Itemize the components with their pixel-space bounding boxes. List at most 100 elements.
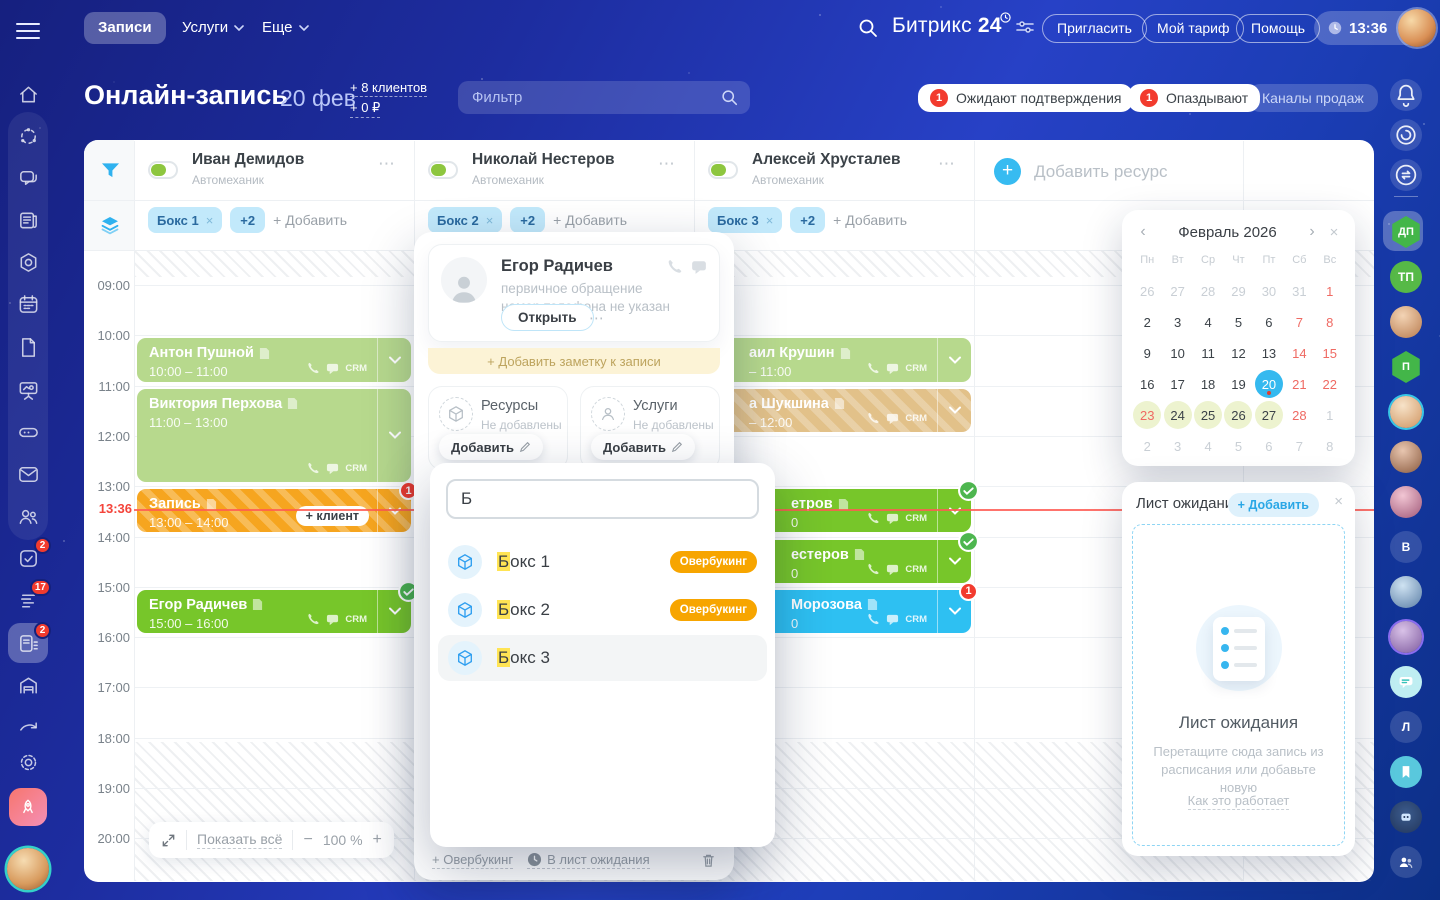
sidebar-item-news[interactable] [14, 206, 42, 234]
calendar-day[interactable]: 4 [1194, 432, 1222, 460]
add-service-button[interactable]: Добавить [591, 434, 695, 460]
calendar-day[interactable]: 4 [1194, 308, 1222, 336]
calendar-day[interactable]: 22 [1316, 370, 1344, 398]
calendar-day[interactable]: 8 [1316, 308, 1344, 336]
tab-services[interactable]: Услуги [168, 12, 258, 44]
calendar-day[interactable]: 26 [1133, 277, 1161, 305]
calendar-day[interactable]: 7 [1285, 308, 1313, 336]
calendar-day[interactable]: 3 [1164, 308, 1192, 336]
calendar-day[interactable]: 18 [1194, 370, 1222, 398]
sidebar-item-chat[interactable] [14, 164, 42, 192]
box-chip[interactable]: Бокс 3 × [708, 207, 782, 233]
calendar-day[interactable]: 19 [1224, 370, 1252, 398]
revenue-link[interactable]: + 0 ₽ [350, 100, 380, 118]
calendar-day[interactable]: 13 [1255, 339, 1283, 367]
client-card[interactable]: Егор Радичев первичное обращение номер т… [428, 244, 720, 342]
appointment-card[interactable]: а Шукшина – 12:00 CRM [697, 389, 971, 432]
more-chips-chip[interactable]: +2 [790, 207, 825, 233]
sidebar-item-people[interactable] [14, 502, 42, 530]
sidebar-item-orbit[interactable] [14, 122, 42, 150]
waiting-list-dropzone[interactable]: Лист ожидания Перетащите сюда запись из … [1132, 524, 1345, 846]
add-box-button[interactable]: + Добавить [273, 212, 347, 228]
calendar-day[interactable]: 2 [1133, 308, 1161, 336]
appointment-card[interactable]: Егор Радичев 15:00 – 16:00 CRM [137, 590, 411, 633]
calendar-day[interactable]: 30 [1255, 277, 1283, 305]
calendar-day[interactable]: 5 [1224, 432, 1252, 460]
late-badge[interactable]: 1 Опаздывают [1128, 84, 1260, 112]
calendar-day[interactable]: 7 [1285, 432, 1313, 460]
calendar-day[interactable]: 10 [1164, 339, 1192, 367]
chat-icon[interactable] [691, 259, 707, 275]
prev-month-button[interactable]: ‹ [1132, 223, 1154, 241]
menu-icon[interactable] [16, 18, 40, 36]
box-chip[interactable]: Бокс 2 × [428, 207, 502, 233]
next-month-button[interactable]: › [1301, 223, 1323, 241]
my-plan-button[interactable]: Мой тариф [1142, 14, 1244, 43]
calendar-day[interactable]: 2 [1133, 432, 1161, 460]
calendar-day[interactable]: 9 [1133, 339, 1161, 367]
user-avatar[interactable] [1398, 9, 1436, 47]
contact-avatar[interactable] [1389, 485, 1423, 519]
sidebar-item-gear[interactable] [14, 748, 42, 776]
calendar-day[interactable]: 16 [1133, 370, 1161, 398]
calendar-day[interactable]: 1 [1316, 401, 1344, 429]
calendar-day[interactable]: 5 [1224, 308, 1252, 336]
calendar-day[interactable]: 31 [1285, 277, 1313, 305]
appointment-expand-button[interactable] [937, 389, 971, 432]
resource-toggle[interactable] [708, 161, 738, 179]
close-icon[interactable]: × [1334, 493, 1343, 510]
sidebar-item-booking[interactable]: 2 [14, 629, 42, 657]
contact-avatar[interactable] [1389, 305, 1423, 339]
group-badge-tp[interactable]: ТП [1389, 260, 1423, 294]
group-badge-dp[interactable]: ДП [1389, 215, 1423, 249]
contact-badge-v[interactable]: В [1389, 530, 1423, 564]
zoom-in-button[interactable]: + [373, 831, 382, 849]
calendar-day[interactable]: 28 [1194, 277, 1222, 305]
contact-avatar[interactable] [1389, 395, 1423, 429]
sidebar-item-swoosh[interactable] [14, 713, 42, 741]
sync-chat-icon[interactable] [1389, 158, 1423, 192]
column-menu-icon[interactable]: ⋯ [658, 154, 676, 174]
resource-option[interactable]: Бокс 3 [438, 635, 767, 681]
calendar-day[interactable]: 24 [1164, 401, 1192, 429]
resource-option[interactable]: Бокс 2 Овербукинг [438, 587, 767, 633]
invite-button[interactable]: Пригласить [1042, 14, 1147, 43]
appointment-card[interactable]: аил Крушин – 11:00 CRM [697, 338, 971, 381]
sidebar-item-lines[interactable]: 17 [14, 586, 42, 614]
bookmark-icon[interactable] [1389, 755, 1423, 789]
column-menu-icon[interactable]: ⋯ [378, 154, 396, 174]
to-waitlist-button[interactable]: В лист ожидания [527, 852, 650, 869]
calendar-day[interactable]: 1 [1316, 277, 1344, 305]
appointment-expand-button[interactable] [377, 389, 411, 483]
group-badge-p[interactable]: П [1389, 350, 1423, 384]
calendar-day[interactable]: 14 [1285, 339, 1313, 367]
calendar-day[interactable]: 27 [1164, 277, 1192, 305]
resource-search-input[interactable] [446, 479, 759, 519]
client-more-menu[interactable]: ⋯ [589, 309, 605, 327]
waiting-list-add-button[interactable]: + Добавить [1228, 493, 1319, 517]
sidebar-item-hexagon[interactable] [14, 248, 42, 276]
column-menu-icon[interactable]: ⋯ [938, 154, 956, 174]
copilot-icon[interactable] [1389, 118, 1423, 152]
sidebar-item-calendar[interactable] [14, 290, 42, 318]
add-box-button[interactable]: + Добавить [553, 212, 627, 228]
tab-records[interactable]: Записи [84, 12, 166, 44]
contact-badge-l[interactable]: Л [1389, 710, 1423, 744]
selected-date-label[interactable]: 20 фев [280, 85, 356, 112]
filter-funnel-icon[interactable] [101, 162, 120, 180]
resource-toggle[interactable] [148, 161, 178, 179]
sidebar-item-garage[interactable] [14, 671, 42, 699]
tab-more[interactable]: Еще [248, 12, 323, 44]
help-button[interactable]: Помощь [1236, 14, 1320, 43]
layers-icon[interactable] [100, 215, 120, 235]
calendar-day[interactable]: 12 [1224, 339, 1252, 367]
calendar-day[interactable]: 8 [1316, 432, 1344, 460]
more-chips-chip[interactable]: +2 [230, 207, 265, 233]
resource-toggle[interactable] [428, 161, 458, 179]
people-icon[interactable] [1389, 845, 1423, 879]
resource-option[interactable]: Бокс 1 Овербукинг [438, 539, 767, 585]
sidebar-item-drive[interactable] [14, 418, 42, 446]
calendar-day[interactable]: 27 [1255, 401, 1283, 429]
profile-avatar[interactable] [7, 848, 49, 890]
contact-avatar[interactable] [1389, 440, 1423, 474]
